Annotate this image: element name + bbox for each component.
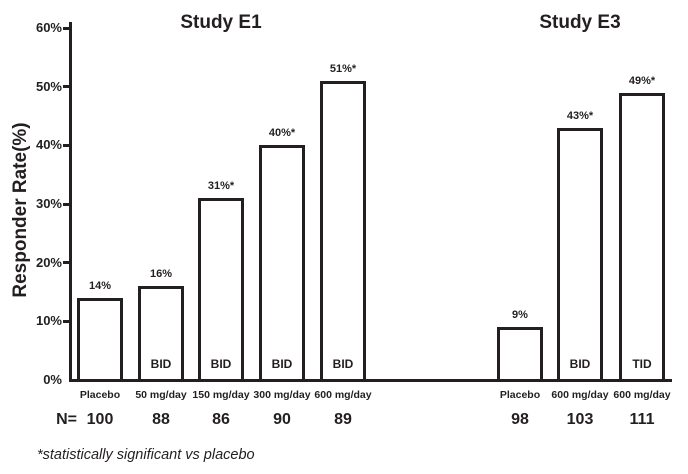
- bar-value-label: 31%*: [207, 180, 235, 193]
- bar: [138, 286, 184, 380]
- bar-n-value: 89: [334, 411, 352, 428]
- bar-inner-label: BID: [271, 357, 293, 371]
- y-tick-mark: [63, 202, 69, 206]
- bar-inner-label: TID: [632, 357, 652, 371]
- bar-inner-label: BID: [150, 357, 172, 371]
- bar-category-label: 600 mg/day: [551, 389, 609, 401]
- bar-category-label: 300 mg/day: [253, 389, 311, 401]
- y-tick-label: 30%: [35, 196, 62, 211]
- bar: [497, 327, 543, 380]
- footnote-statistical-significance: *statistically significant vs placebo: [37, 447, 255, 463]
- bar-n-value: 90: [273, 411, 291, 428]
- y-tick-label: 40%: [35, 137, 62, 153]
- bar: [259, 145, 305, 380]
- x-axis-line: [69, 378, 672, 382]
- bar-n-value: 100: [86, 411, 114, 428]
- bar-category-label: Placebo: [499, 389, 541, 401]
- bar-value-label: 9%: [512, 309, 528, 322]
- bar-category-label: 600 mg/day: [314, 389, 372, 401]
- bar-value-label: 40%*: [268, 127, 296, 140]
- bar-inner-label: BID: [210, 357, 232, 371]
- bar-category-label: 150 mg/day: [192, 389, 250, 401]
- y-tick-mark: [63, 261, 69, 265]
- bar-inner-label: BID: [569, 357, 591, 371]
- bar-category-label: Placebo: [79, 389, 121, 401]
- bar-category-label: 600 mg/day: [613, 389, 671, 401]
- n-equals-label: N=: [56, 411, 77, 428]
- bar-value-label: 49%*: [628, 74, 656, 87]
- bar-value-label: 14%: [88, 279, 112, 292]
- bar: [557, 127, 603, 380]
- bar: [77, 297, 123, 380]
- y-tick-mark: [63, 319, 69, 323]
- bar-n-value: 98: [511, 411, 529, 428]
- y-tick-label: 10%: [35, 313, 62, 329]
- bar-inner-label: BID: [332, 357, 354, 371]
- bar-category-label: 50 mg/day: [135, 389, 187, 401]
- bar-value-label: 16%: [149, 268, 173, 281]
- bar-n-value: 111: [629, 411, 655, 428]
- y-tick-label: 60%: [35, 20, 62, 35]
- group-title: Study E3: [539, 12, 621, 33]
- y-tick-label: 50%: [35, 78, 62, 94]
- y-tick-mark: [63, 85, 69, 89]
- bar-n-value: 86: [212, 411, 230, 428]
- bar: [619, 92, 665, 380]
- y-tick-mark: [63, 143, 69, 147]
- bar-value-label: 51%*: [329, 62, 357, 75]
- y-tick-mark: [63, 26, 69, 30]
- y-tick-label: 0%: [43, 372, 62, 387]
- bar: [198, 198, 244, 380]
- y-axis-line: [69, 22, 72, 382]
- bar-value-label: 43%*: [566, 109, 594, 122]
- bar-n-value: 103: [566, 411, 594, 428]
- bar: [320, 80, 366, 380]
- y-tick-label: 20%: [35, 254, 62, 270]
- bar-n-value: 88: [152, 411, 170, 428]
- group-title: Study E1: [180, 12, 262, 33]
